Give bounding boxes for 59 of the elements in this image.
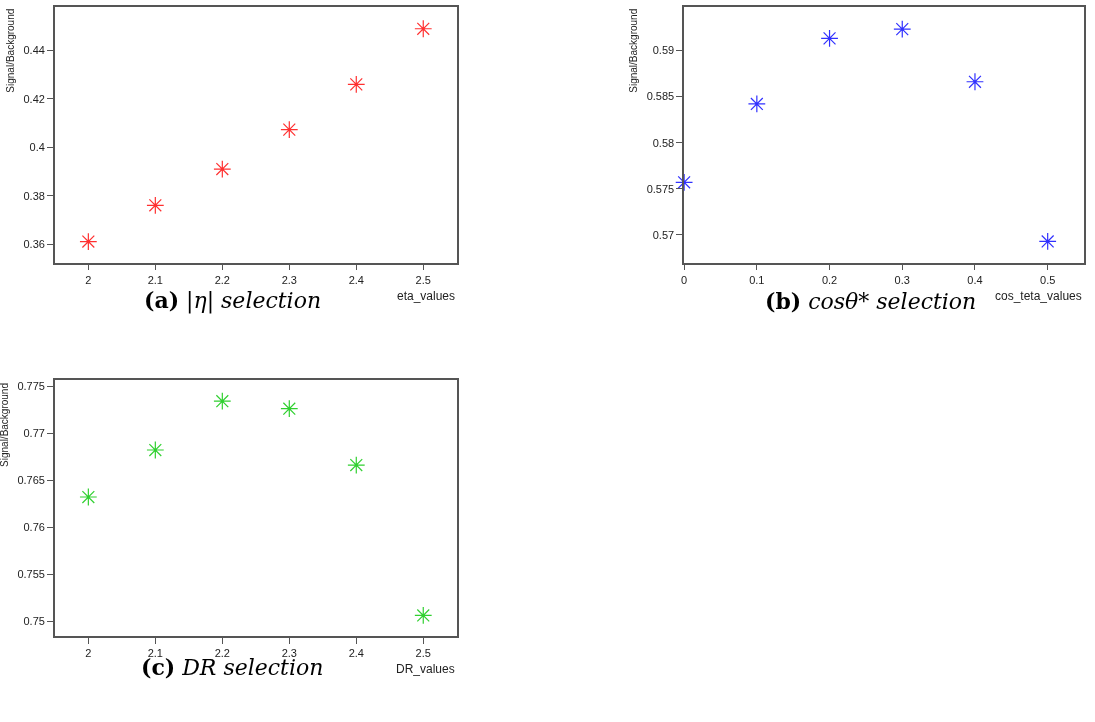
point bbox=[414, 19, 433, 38]
x-tick-label: 0.5 bbox=[1040, 273, 1056, 286]
text: (b) cosθ* selection bbox=[765, 288, 977, 314]
y-tick-label: 0.585 bbox=[646, 90, 675, 103]
point bbox=[893, 20, 912, 39]
x-tick-label: 2 bbox=[85, 647, 92, 660]
y-tick-label: 0.42 bbox=[23, 92, 45, 105]
y-axis-title: Signal/Background bbox=[4, 8, 16, 93]
y-tick-label: 0.59 bbox=[652, 44, 675, 57]
point bbox=[280, 399, 299, 418]
y-tick-label: 0.38 bbox=[23, 189, 45, 202]
x-tick-label: 0.2 bbox=[821, 273, 838, 286]
x-tick-label: 2.5 bbox=[415, 273, 431, 286]
point bbox=[347, 75, 366, 94]
x-tick-label: 2.2 bbox=[214, 273, 230, 286]
x-tick-label: 0.3 bbox=[894, 273, 910, 286]
x-tick-label: 2.1 bbox=[147, 273, 163, 286]
x-tick-label: 0.1 bbox=[749, 273, 765, 286]
x-tick-label: 2 bbox=[85, 273, 92, 286]
point bbox=[146, 196, 165, 215]
y-tick-label: 0.58 bbox=[652, 136, 675, 149]
x-tick-label: 0.4 bbox=[967, 273, 983, 286]
y-tick-label: 0.4 bbox=[29, 141, 45, 154]
x-tick-label: 0 bbox=[681, 273, 688, 286]
x-axis-title: cos_teta_values bbox=[995, 289, 1082, 303]
y-axis-title: Signal/Background bbox=[0, 383, 10, 467]
point bbox=[146, 441, 165, 460]
x-tick-label: 2.3 bbox=[281, 647, 297, 660]
x-tick-label: 2.2 bbox=[214, 647, 230, 660]
x-tick-label: 2.4 bbox=[348, 647, 364, 660]
point bbox=[213, 392, 232, 411]
y-tick-label: 0.775 bbox=[17, 379, 45, 392]
y-tick-label: 0.765 bbox=[17, 473, 45, 486]
point bbox=[414, 606, 433, 625]
x-axis-title: DR_values bbox=[396, 662, 455, 676]
point bbox=[280, 120, 299, 139]
y-axis-title: Signal/Background bbox=[627, 8, 639, 93]
point bbox=[347, 456, 366, 475]
text: (a) |η| selection bbox=[144, 287, 322, 314]
y-tick-label: 0.36 bbox=[23, 237, 45, 250]
point bbox=[213, 160, 232, 179]
y-tick-label: 0.77 bbox=[23, 426, 45, 439]
point bbox=[1038, 232, 1057, 251]
point bbox=[79, 232, 98, 251]
y-tick-label: 0.75 bbox=[23, 614, 45, 627]
y-tick-label: 0.76 bbox=[23, 520, 45, 533]
point bbox=[965, 72, 984, 91]
y-tick-label: 0.755 bbox=[17, 567, 45, 580]
point bbox=[747, 94, 766, 113]
x-tick-label: 2.3 bbox=[281, 273, 297, 286]
point bbox=[675, 173, 694, 192]
x-tick-label: 2.5 bbox=[415, 647, 431, 660]
point bbox=[820, 29, 839, 48]
y-tick-label: 0.57 bbox=[652, 228, 675, 241]
y-tick-label: 0.44 bbox=[23, 44, 45, 57]
x-axis-title: eta_values bbox=[397, 289, 456, 303]
x-tick-label: 2.4 bbox=[348, 273, 364, 286]
y-tick-label: 0.575 bbox=[646, 182, 675, 195]
point bbox=[79, 488, 98, 507]
